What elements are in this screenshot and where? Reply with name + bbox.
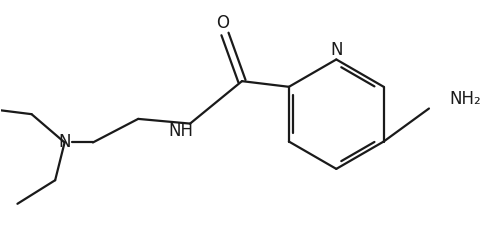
Text: N: N <box>330 41 342 59</box>
Text: NH₂: NH₂ <box>450 90 482 108</box>
Text: NH: NH <box>168 122 193 140</box>
Text: O: O <box>215 14 228 32</box>
Text: N: N <box>58 133 71 151</box>
